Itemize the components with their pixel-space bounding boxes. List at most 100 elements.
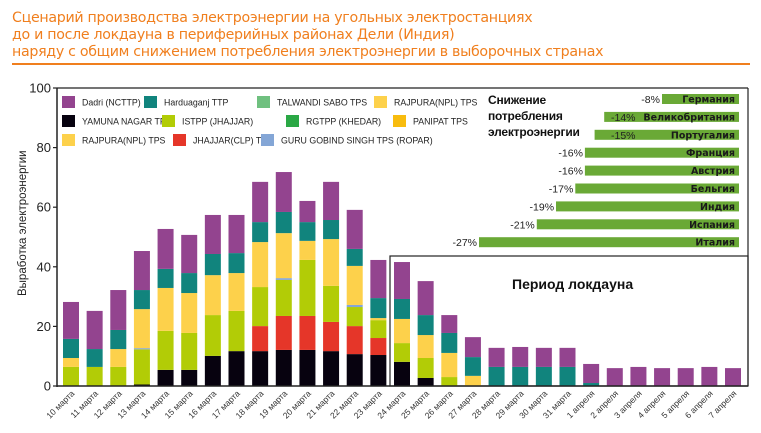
bar-segment xyxy=(559,347,576,367)
bar-segment xyxy=(133,349,150,385)
y-tick-label: 40 xyxy=(37,259,51,274)
consumption-title: Снижение потребления электроэнергии xyxy=(488,93,580,139)
bar-segment xyxy=(512,346,529,367)
consumption-drop-chart: Германия -8% Великобритания -14% Португалия -… xyxy=(452,94,739,249)
bar-segment xyxy=(228,351,245,386)
legend-label: GURU GOBIND SINGH TPS (ROPAR) xyxy=(281,136,433,146)
bar-segment xyxy=(441,315,458,333)
consumption-bar xyxy=(575,183,739,194)
bar-segment xyxy=(299,240,316,260)
y-tick-label: 20 xyxy=(37,319,51,334)
percent-label: -8% xyxy=(641,94,660,106)
bar-segment xyxy=(323,285,340,322)
country-label: Великобритания xyxy=(643,112,735,123)
percent-label: -16% xyxy=(558,166,583,178)
bar-segment xyxy=(228,310,245,352)
legend-label: JHAJJAR(CLP) TPP xyxy=(193,136,273,146)
bar-segment xyxy=(417,335,434,358)
legend-swatch xyxy=(62,115,75,127)
bar-segment xyxy=(370,338,387,356)
bar-segment xyxy=(299,315,316,350)
bar-segment xyxy=(63,301,79,339)
bar-segment xyxy=(181,293,198,333)
bar-segment xyxy=(701,366,718,386)
bar-segment xyxy=(228,214,245,254)
bar-segment xyxy=(157,287,174,331)
bar-segment xyxy=(252,287,269,327)
y-tick-label: 100 xyxy=(29,81,51,96)
bar-segment xyxy=(228,273,245,311)
country-label: Индия xyxy=(700,202,735,213)
legend-swatch xyxy=(374,96,387,108)
bar-segment xyxy=(441,332,458,353)
legend-swatch xyxy=(144,96,157,108)
bar-segment xyxy=(133,290,150,310)
bar-segment xyxy=(110,366,127,386)
bar-segment xyxy=(677,368,694,386)
bar-segment xyxy=(535,347,552,367)
consumption-bar xyxy=(536,219,739,230)
consumption-bar xyxy=(584,147,739,158)
bar-segment xyxy=(323,181,340,221)
bar-segment xyxy=(394,298,410,319)
bar-segment xyxy=(181,369,198,386)
bar-segment xyxy=(464,357,481,376)
legend-swatch xyxy=(173,134,186,146)
bar-segment xyxy=(630,366,647,386)
bar-segment xyxy=(346,354,363,386)
bar-segment xyxy=(323,220,340,240)
consumption-bar xyxy=(556,201,739,212)
bar-segment xyxy=(275,233,292,279)
bar-segment xyxy=(252,242,269,288)
legend-label: RAJPURA(NPL) TPS xyxy=(394,98,478,108)
legend-label: YAMUNA NAGAR TPP xyxy=(82,117,172,127)
bar-segment xyxy=(370,298,387,319)
consumption-bar xyxy=(604,111,739,122)
bar-segment xyxy=(228,253,245,274)
legend: Dadri (NCTTP) Harduaganj TTP TALWANDI SABO… xyxy=(62,96,478,146)
bar-segment xyxy=(535,366,552,386)
country-label: Австрия xyxy=(691,166,735,177)
country-label: Бельгия xyxy=(691,184,735,195)
bar-segment xyxy=(654,368,671,386)
bar-segment xyxy=(370,318,387,321)
country-label: Испания xyxy=(689,220,735,231)
bar-segment xyxy=(346,248,363,266)
legend-label: TALWANDI SABO TPS xyxy=(277,98,367,108)
bar-segment xyxy=(63,338,79,358)
bar-segment xyxy=(133,309,150,349)
bar-segment xyxy=(394,361,410,386)
percent-label: -21% xyxy=(510,219,535,231)
y-axis-label: Выработка электроэнергии xyxy=(17,150,29,296)
bar-segment xyxy=(323,351,340,386)
bar-segment xyxy=(583,363,600,384)
country-label: Португалия xyxy=(671,130,735,141)
country-label: Франция xyxy=(686,148,735,159)
legend-swatch xyxy=(62,96,75,108)
legend-swatch xyxy=(257,96,270,108)
bar-segment xyxy=(204,315,221,356)
bar-segment xyxy=(275,278,292,280)
bar-segment xyxy=(417,315,434,336)
lockdown-period-label: Период локдауна xyxy=(512,276,634,292)
bar-segment xyxy=(63,357,79,367)
title-line-2: до и после локдауна в периферийных район… xyxy=(12,27,455,43)
legend-swatch xyxy=(261,134,274,146)
bar-segment xyxy=(417,281,434,316)
title-line-3: наряду с общим снижением потребления эле… xyxy=(12,44,604,60)
bar-segment xyxy=(133,348,150,350)
bar-segment xyxy=(299,200,316,223)
bar-segment xyxy=(252,222,269,243)
bar-segment xyxy=(110,290,127,330)
y-tick-label: 60 xyxy=(37,200,51,215)
bar-segment xyxy=(204,214,221,254)
bar-segment xyxy=(275,172,292,212)
bar-segment xyxy=(370,355,387,386)
bar-segment xyxy=(86,310,103,350)
bar-segment xyxy=(346,265,363,305)
bar-segment xyxy=(370,320,387,339)
percent-label: -27% xyxy=(452,237,477,249)
bar-segment xyxy=(323,321,340,352)
bar-segment xyxy=(157,330,174,370)
